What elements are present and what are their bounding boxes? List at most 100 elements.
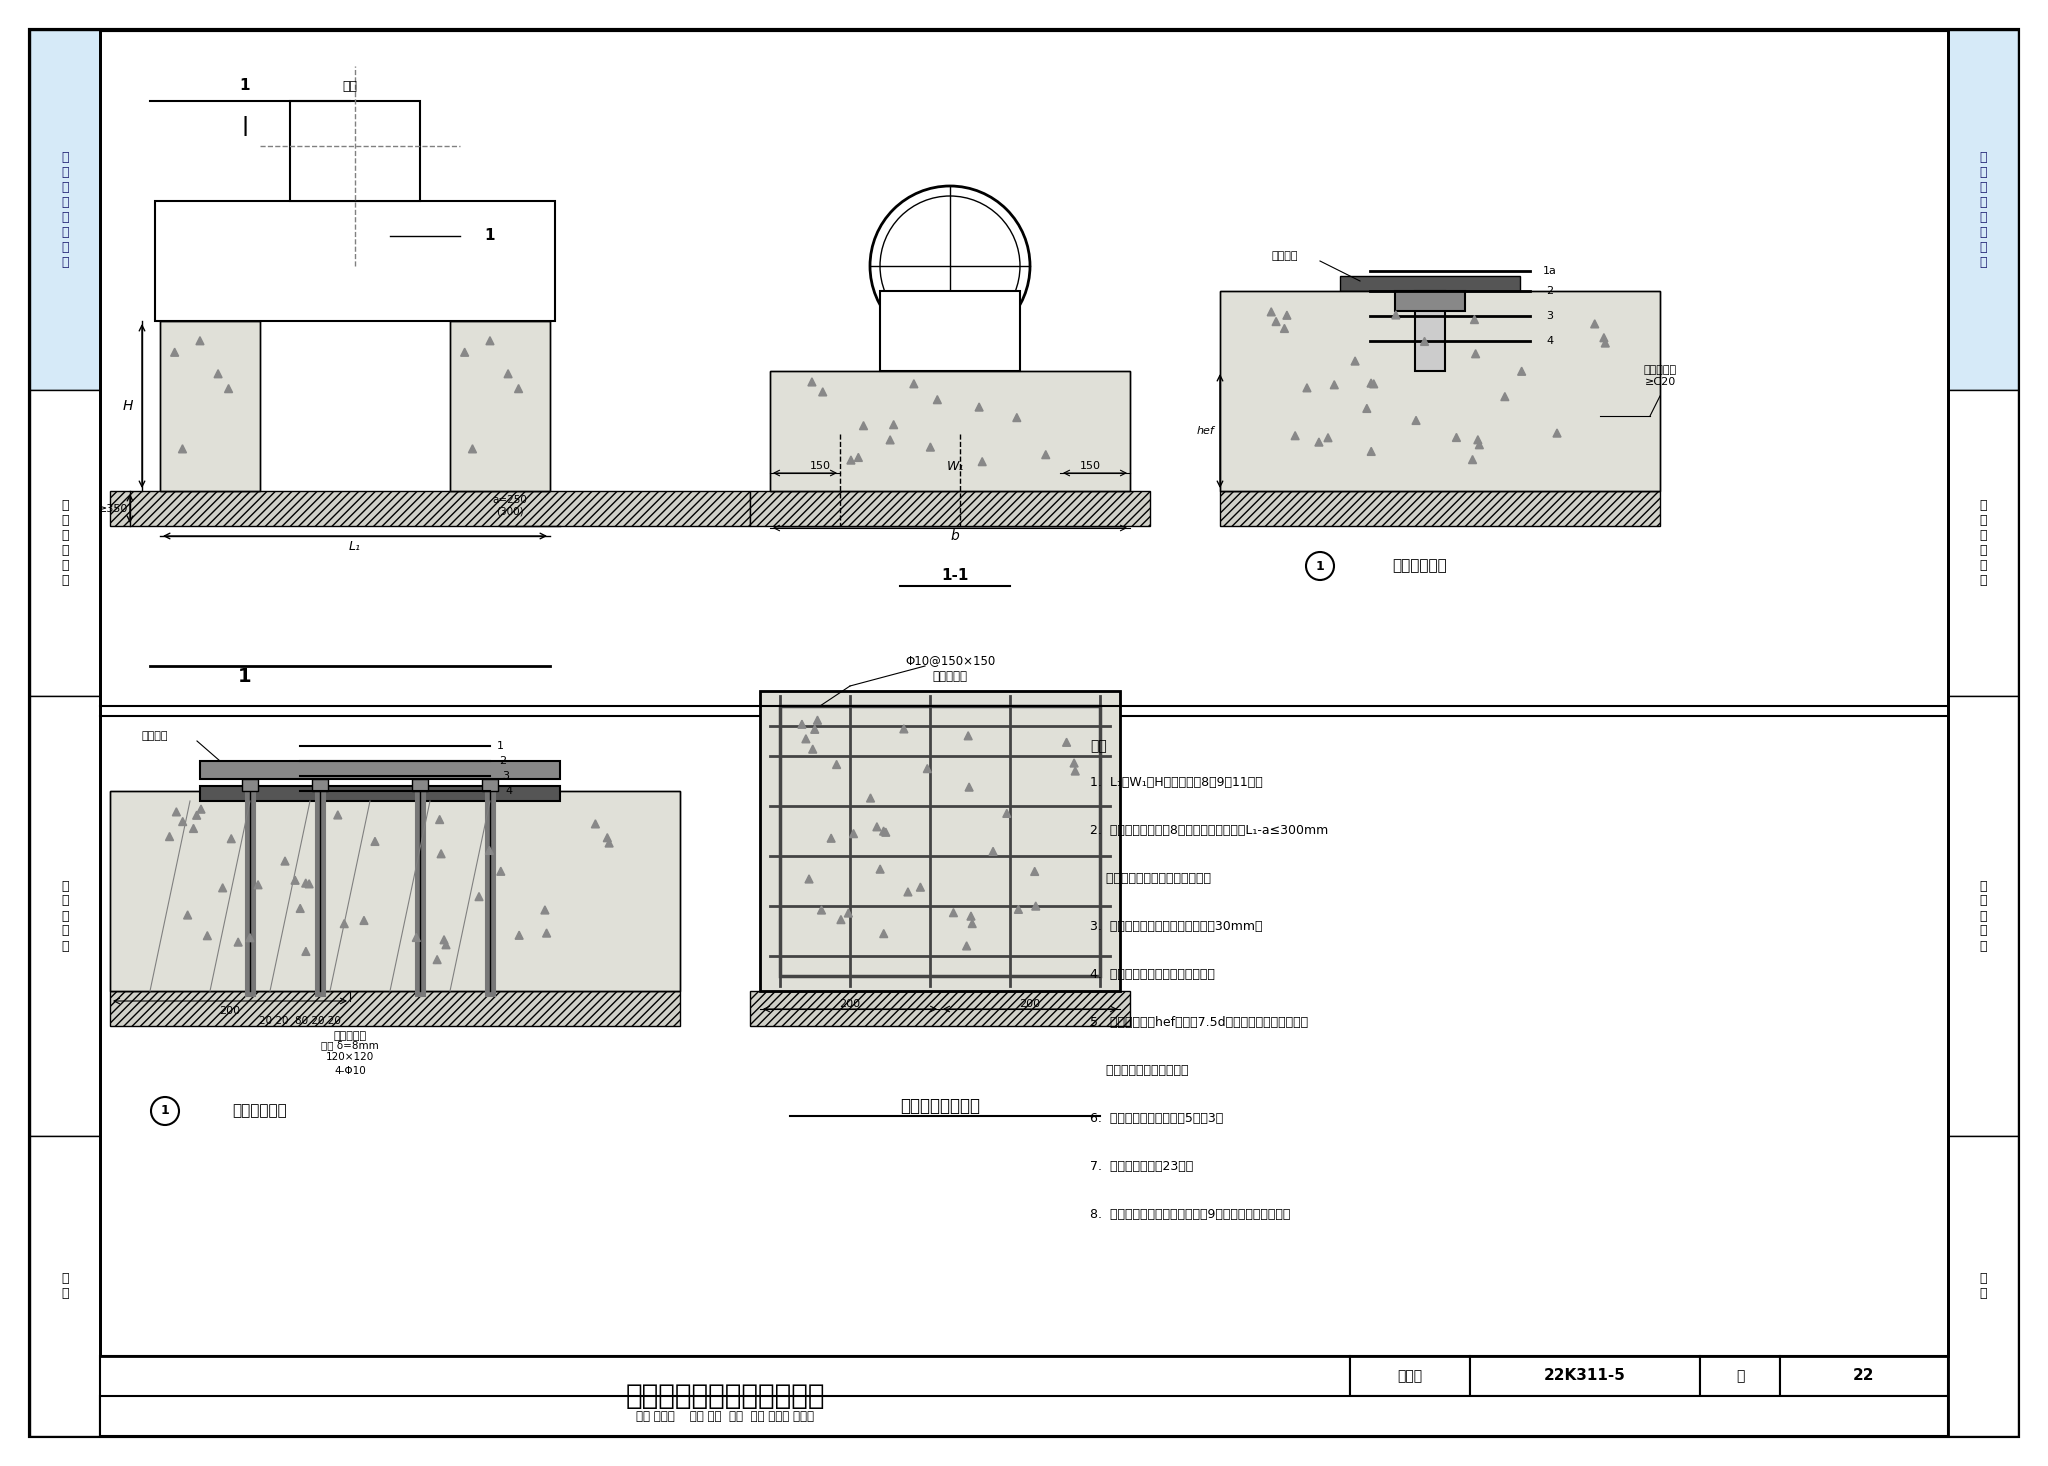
Polygon shape [1280, 324, 1288, 333]
Polygon shape [813, 717, 821, 724]
Text: 1: 1 [240, 79, 250, 94]
Text: 风机支架: 风机支架 [1272, 251, 1298, 261]
Polygon shape [193, 811, 201, 819]
Polygon shape [1331, 381, 1337, 388]
Text: 5.  锚栓锚固深度hef不小于7.5d。当有特殊要求时，应按: 5. 锚栓锚固深度hef不小于7.5d。当有特殊要求时，应按 [1090, 1016, 1309, 1029]
Bar [760, 690, 1120, 991]
Text: 胀锚螺栓安装: 胀锚螺栓安装 [1393, 559, 1448, 573]
Polygon shape [1501, 393, 1509, 400]
Polygon shape [848, 456, 854, 465]
Bar [311, 778, 328, 792]
Polygon shape [291, 877, 299, 884]
Polygon shape [807, 378, 815, 386]
Polygon shape [432, 956, 440, 963]
Text: 200: 200 [840, 998, 860, 1009]
Text: H: H [123, 399, 133, 413]
Polygon shape [1282, 311, 1290, 320]
Polygon shape [1071, 759, 1077, 767]
Polygon shape [1339, 276, 1520, 290]
Bar [1221, 491, 1661, 526]
Polygon shape [909, 380, 918, 387]
Text: 2: 2 [1546, 286, 1554, 296]
Polygon shape [1415, 371, 1446, 427]
Polygon shape [1268, 308, 1276, 315]
Polygon shape [225, 384, 233, 393]
Polygon shape [803, 734, 809, 743]
Polygon shape [1303, 384, 1311, 391]
Bar [451, 321, 551, 491]
Polygon shape [989, 847, 997, 855]
Polygon shape [604, 839, 612, 847]
Text: 1: 1 [160, 1104, 170, 1117]
Text: 1a: 1a [1542, 265, 1556, 276]
Polygon shape [371, 837, 379, 846]
Text: 1: 1 [485, 229, 496, 243]
Polygon shape [442, 941, 451, 949]
Polygon shape [334, 811, 342, 819]
Bar [412, 778, 428, 792]
Polygon shape [1411, 416, 1419, 424]
Polygon shape [1421, 337, 1430, 346]
Bar [111, 792, 680, 991]
Polygon shape [817, 906, 825, 913]
Text: 200: 200 [219, 1006, 240, 1016]
Text: 钢板 δ=8mm
120×120: 钢板 δ=8mm 120×120 [322, 1041, 379, 1061]
Bar [156, 201, 555, 321]
Polygon shape [178, 444, 186, 453]
Polygon shape [1470, 315, 1479, 324]
Text: 防
排
烟
风
管: 防 排 烟 风 管 [1978, 880, 1987, 953]
Text: 风机支架: 风机支架 [141, 732, 168, 740]
Text: 消
防
排
烟
风
机
安
装: 消 防 排 烟 风 机 安 装 [1978, 151, 1987, 268]
Text: 预埋钢板安装: 预埋钢板安装 [233, 1104, 287, 1119]
Polygon shape [1552, 430, 1561, 437]
Polygon shape [809, 745, 817, 754]
Polygon shape [340, 919, 348, 928]
Polygon shape [541, 906, 549, 913]
Bar [1948, 1136, 2017, 1437]
Polygon shape [172, 808, 180, 815]
Text: 3: 3 [1546, 311, 1554, 321]
Text: hef: hef [1196, 427, 1214, 435]
Polygon shape [850, 830, 858, 837]
Polygon shape [1393, 311, 1401, 320]
Text: 图集号: 图集号 [1397, 1369, 1423, 1382]
Text: 混凝土基础: 混凝土基础 [334, 1031, 367, 1041]
Polygon shape [219, 884, 227, 891]
Polygon shape [854, 453, 862, 462]
Text: 1: 1 [238, 667, 252, 686]
Polygon shape [184, 910, 193, 919]
Polygon shape [903, 888, 911, 896]
Text: a=250
(300): a=250 (300) [494, 496, 528, 517]
Polygon shape [170, 349, 178, 356]
Bar [451, 321, 551, 491]
Polygon shape [1032, 902, 1040, 910]
Text: 3.  混凝土基础中的钢筋的保护层为30mm。: 3. 混凝土基础中的钢筋的保护层为30mm。 [1090, 921, 1262, 932]
Polygon shape [360, 916, 369, 925]
Text: W₁: W₁ [946, 459, 965, 472]
Polygon shape [203, 931, 211, 940]
Bar [111, 991, 680, 1026]
Text: 混凝土基础
≥C20: 混凝土基础 ≥C20 [1642, 365, 1677, 387]
Polygon shape [301, 947, 309, 956]
Polygon shape [1071, 767, 1079, 776]
Polygon shape [866, 795, 874, 802]
Polygon shape [887, 435, 895, 444]
Polygon shape [924, 765, 932, 773]
Bar [481, 778, 498, 792]
Polygon shape [1063, 739, 1071, 746]
Polygon shape [1599, 334, 1608, 342]
Bar [31, 29, 100, 390]
Polygon shape [1473, 350, 1479, 358]
Polygon shape [1591, 320, 1599, 328]
Polygon shape [190, 824, 197, 833]
Bar [31, 390, 100, 696]
Text: 1-1: 1-1 [942, 569, 969, 583]
Polygon shape [1370, 380, 1378, 388]
Bar [291, 101, 420, 201]
Bar [100, 1356, 1350, 1437]
Polygon shape [1602, 339, 1610, 347]
Text: 管道式排烟风机楼板上安装: 管道式排烟风机楼板上安装 [625, 1382, 825, 1410]
Polygon shape [436, 815, 444, 824]
Bar [1948, 390, 2017, 696]
Polygon shape [166, 833, 174, 840]
